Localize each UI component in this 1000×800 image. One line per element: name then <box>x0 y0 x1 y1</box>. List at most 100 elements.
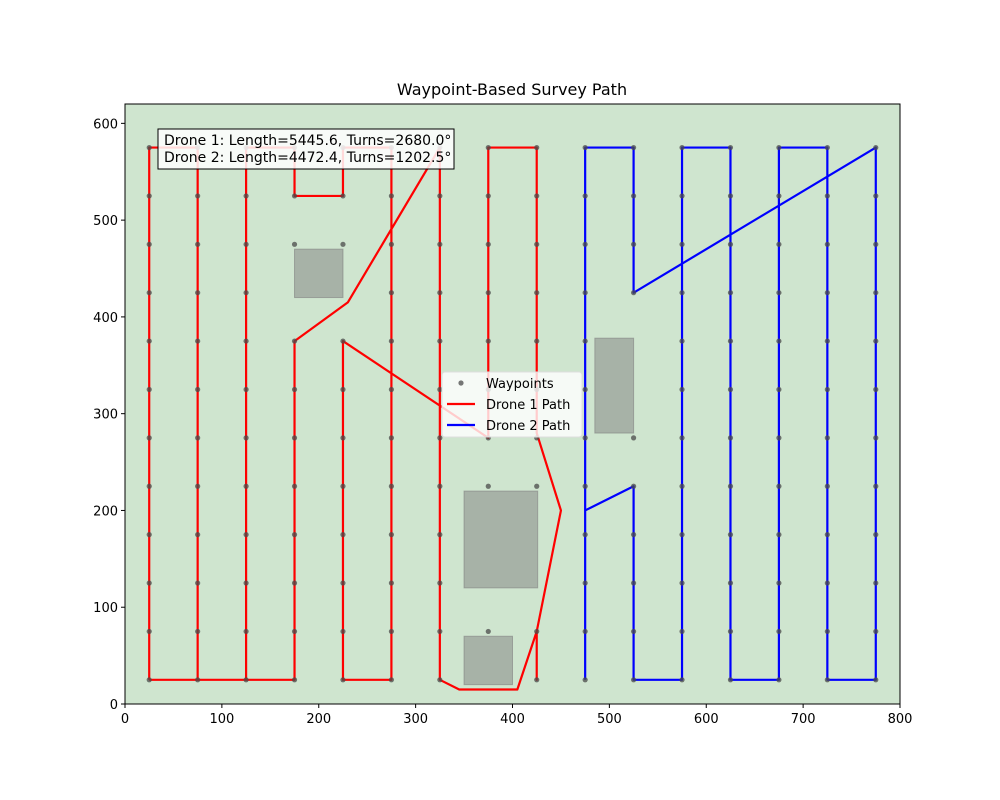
waypoint <box>388 483 395 489</box>
waypoint <box>485 628 491 635</box>
waypoint <box>243 290 249 296</box>
legend-label: Drone 1 Path <box>486 398 570 413</box>
waypoint <box>437 241 443 247</box>
waypoint <box>146 290 152 296</box>
x-tick-label: 300 <box>403 712 428 727</box>
y-tick-label: 500 <box>93 214 118 229</box>
waypoint <box>582 386 588 393</box>
waypoint <box>340 532 346 538</box>
waypoint <box>776 532 782 538</box>
waypoint <box>824 144 830 151</box>
annotation-text: Drone 1: Length=5445.6, Turns=2680.0° <box>164 133 451 149</box>
waypoint <box>388 338 395 344</box>
waypoint <box>485 241 491 247</box>
waypoint <box>146 386 152 393</box>
x-tick-label: 500 <box>597 712 622 727</box>
waypoint <box>195 628 201 635</box>
x-tick-label: 400 <box>500 712 525 727</box>
waypoint <box>582 677 588 683</box>
y-tick-label: 200 <box>93 504 118 519</box>
waypoint <box>340 338 346 344</box>
waypoint <box>630 241 637 247</box>
annotation-box: Drone 1: Length=5445.6, Turns=2680.0°Dro… <box>157 128 455 170</box>
waypoint <box>534 290 540 296</box>
waypoint <box>776 193 782 199</box>
waypoint <box>727 241 734 247</box>
waypoint <box>291 193 298 199</box>
waypoint <box>340 193 346 199</box>
waypoint <box>679 338 685 344</box>
waypoint <box>582 580 588 586</box>
waypoint <box>776 290 782 296</box>
waypoint <box>243 532 249 538</box>
waypoint <box>146 338 152 344</box>
waypoint <box>437 386 443 393</box>
waypoint <box>340 628 346 635</box>
waypoint <box>437 677 443 683</box>
waypoint <box>776 628 782 635</box>
waypoint <box>630 677 637 683</box>
waypoint <box>195 532 201 538</box>
waypoint <box>195 677 201 683</box>
waypoint <box>873 144 879 151</box>
waypoint <box>679 193 685 199</box>
y-tick-label: 300 <box>93 408 118 423</box>
waypoint <box>873 483 879 489</box>
y-tick-label: 600 <box>93 117 118 132</box>
waypoint <box>582 532 588 538</box>
waypoint <box>824 483 830 489</box>
waypoint <box>582 241 588 247</box>
waypoint <box>630 628 637 635</box>
waypoint <box>146 580 152 586</box>
waypoint <box>679 628 685 635</box>
waypoint <box>824 628 830 635</box>
waypoint <box>776 483 782 489</box>
waypoint <box>727 338 734 344</box>
waypoint <box>727 483 734 489</box>
waypoint <box>824 677 830 683</box>
waypoint <box>195 435 201 441</box>
waypoint <box>534 193 540 199</box>
waypoint <box>679 580 685 586</box>
waypoint <box>776 677 782 683</box>
waypoint <box>873 338 879 344</box>
waypoint <box>727 144 734 151</box>
waypoint <box>195 386 201 393</box>
waypoint <box>291 483 298 489</box>
waypoint <box>776 241 782 247</box>
waypoint <box>824 580 830 586</box>
legend-frame <box>441 371 583 438</box>
annotation-text: Drone 2: Length=4472.4, Turns=1202.5° <box>164 150 451 166</box>
waypoint <box>291 435 298 441</box>
annotation-frame <box>157 128 455 170</box>
waypoint <box>291 532 298 538</box>
waypoint <box>873 677 879 683</box>
legend: Waypoints Drone 1 Path Drone 2 Path <box>441 371 583 438</box>
waypoint <box>437 532 443 538</box>
waypoint <box>582 193 588 199</box>
waypoint <box>727 290 734 296</box>
waypoint <box>582 338 588 344</box>
waypoint <box>291 628 298 635</box>
waypoint <box>243 628 249 635</box>
x-tick-label: 700 <box>791 712 816 727</box>
waypoint <box>824 435 830 441</box>
waypoint <box>727 193 734 199</box>
waypoint <box>388 241 395 247</box>
waypoint <box>873 241 879 247</box>
x-tick-label: 800 <box>888 712 913 727</box>
waypoint <box>485 144 491 151</box>
obstacle <box>294 248 344 299</box>
waypoint <box>195 338 201 344</box>
waypoint <box>243 435 249 441</box>
x-tick-label: 200 <box>306 712 331 727</box>
waypoint <box>146 532 152 538</box>
obstacle <box>594 337 635 434</box>
x-tick-label: 600 <box>694 712 719 727</box>
waypoint <box>195 290 201 296</box>
waypoint <box>243 193 249 199</box>
waypoint <box>679 386 685 393</box>
waypoint <box>437 483 443 489</box>
waypoint <box>776 435 782 441</box>
waypoint <box>485 483 491 489</box>
